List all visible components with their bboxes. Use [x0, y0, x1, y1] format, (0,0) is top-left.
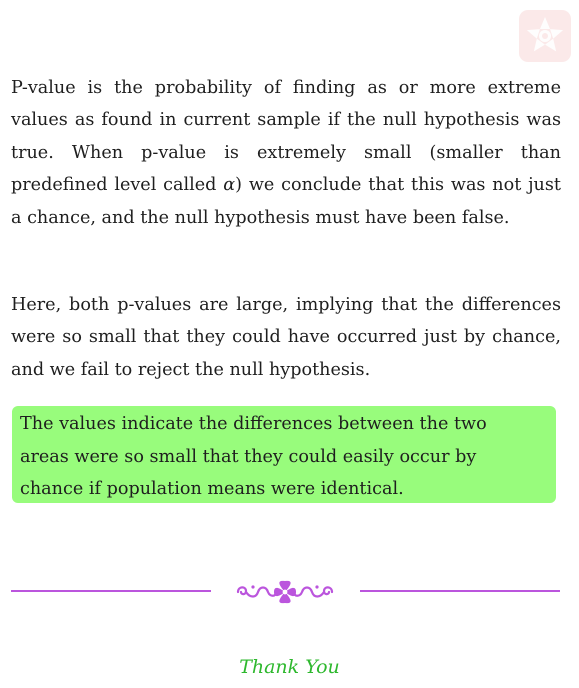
paragraph-conclusion: Here, both p-values are large, implying … [11, 295, 561, 380]
alpha-symbol: α [223, 175, 236, 196]
paragraph1-text-end: ) we conclude that this was not just a c… [11, 175, 561, 228]
paragraph-pvalue-definition: P-value is the probability of finding as… [11, 72, 561, 234]
floral-flourish-icon [236, 580, 334, 604]
divider-line-right [360, 590, 560, 592]
star-flower-logo-icon [526, 17, 564, 52]
highlight-text: The values indicate the differences betw… [20, 414, 487, 500]
logo [519, 10, 571, 62]
highlight-box: The values indicate the differences betw… [12, 406, 556, 503]
paragraph1-text-start: P-value is the probability of finding as… [11, 78, 561, 196]
divider-line-left [11, 590, 211, 592]
thank-you-text: Thank You [239, 656, 340, 678]
